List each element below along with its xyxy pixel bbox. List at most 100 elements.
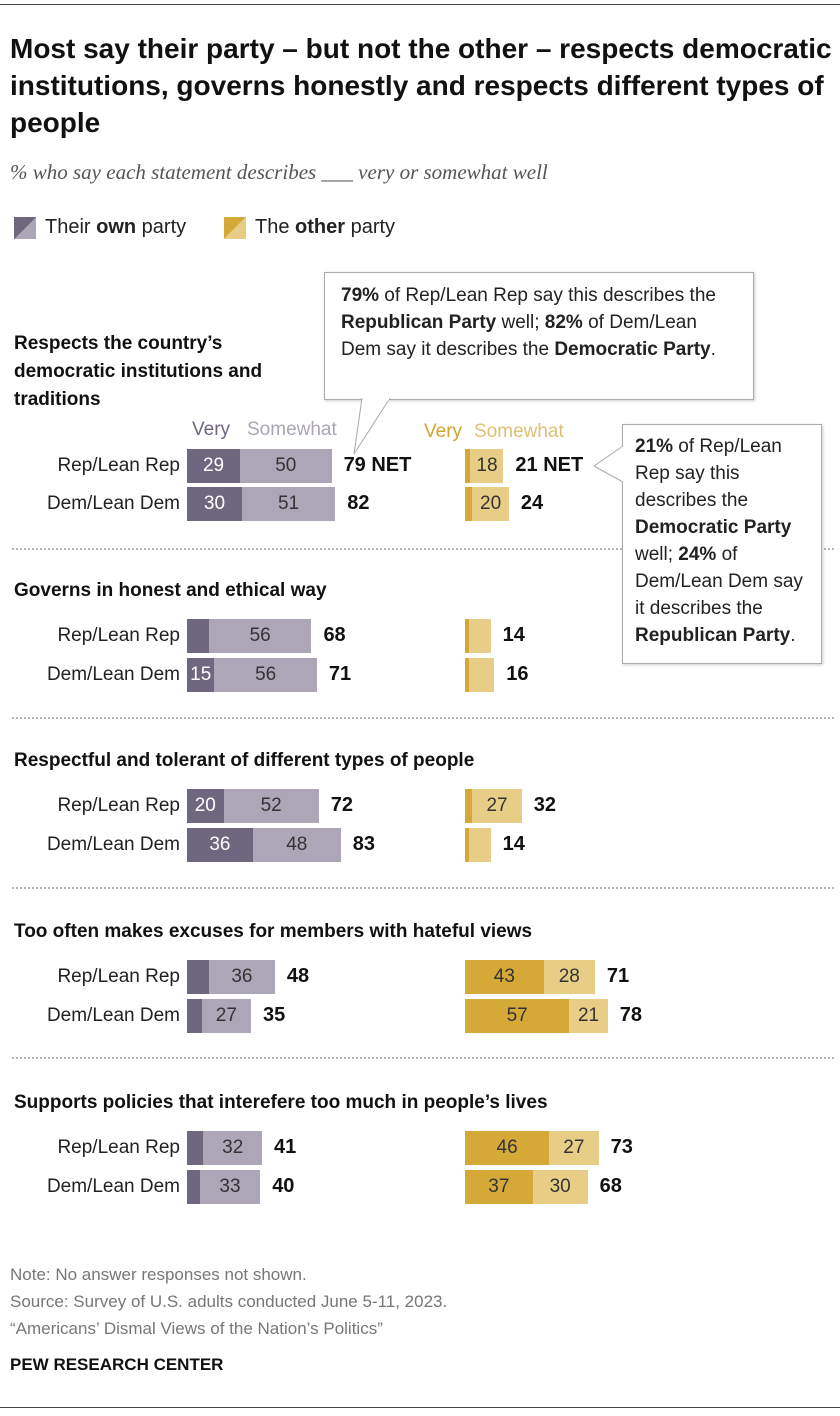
own-very-bar (187, 619, 209, 653)
row-label-dem: Dem/Lean Dem (46, 1005, 180, 1026)
other-net-label: 16 (506, 663, 529, 685)
other-somewhat-bar (468, 828, 491, 862)
own-somewhat-bar: 48 (252, 828, 341, 862)
callout-own-party: 79% of Rep/Lean Rep say this describes t… (324, 272, 754, 400)
own-very-bar: 29 (187, 449, 241, 483)
header-own-somewhat: Somewhat (247, 419, 337, 440)
own-net-label: 82 (347, 492, 370, 514)
own-somewhat-bar: 33 (199, 1170, 261, 1204)
category-label-interfere-policies: Supports policies that interefere too mu… (14, 1092, 548, 1113)
other-somewhat-bar: 21 (569, 999, 608, 1033)
legend-own-label: Their own party (45, 216, 187, 238)
separator (12, 887, 834, 889)
callout-own-text: 79% of Rep/Lean Rep say this describes t… (341, 285, 716, 360)
own-very-bar (187, 1170, 200, 1204)
other-net-label: 71 (606, 965, 630, 987)
header-other-very: Very (424, 421, 463, 442)
legend-other-swatch (224, 216, 246, 239)
other-somewhat-bar: 18 (470, 449, 504, 483)
own-somewhat-bar: 27 (201, 999, 252, 1033)
bottom-rule (0, 1407, 840, 1408)
other-net-label: 73 (610, 1136, 633, 1158)
own-somewhat-bar: 32 (203, 1131, 263, 1165)
own-net-label: 79 NET (343, 454, 412, 476)
other-net-label: 78 (619, 1004, 642, 1026)
own-very-bar: 36 (187, 828, 253, 862)
other-somewhat-bar (468, 658, 495, 692)
other-very-bar: 37 (465, 1170, 533, 1204)
callout-other-text: 21% of Rep/Lean Rep say this describes t… (635, 436, 803, 646)
report-title-text: “Americans’ Dismal Views of the Nation’s… (10, 1319, 383, 1338)
chart-title: Most say their party – but not the other… (10, 33, 832, 138)
own-very-bar: 20 (187, 789, 224, 823)
other-very-bar: 43 (465, 960, 544, 994)
row-label-rep: Rep/Lean Rep (57, 455, 180, 476)
own-somewhat-bar: 56 (208, 619, 312, 653)
other-net-label: 24 (520, 492, 544, 514)
legend-own-party: Their own party (14, 216, 186, 239)
own-very-bar: 30 (187, 487, 242, 521)
note-text: Note: No answer responses not shown. (10, 1265, 307, 1284)
legend-other-label: The other party (255, 216, 396, 238)
row-label-rep: Rep/Lean Rep (57, 795, 180, 816)
other-very-bar: 46 (465, 1131, 550, 1165)
own-net-label: 72 (330, 794, 353, 816)
other-somewhat-bar: 27 (549, 1131, 599, 1165)
row-label-dem: Dem/Lean Dem (46, 834, 180, 855)
top-rule (0, 4, 840, 5)
other-very-bar (465, 789, 473, 823)
row-label-rep: Rep/Lean Rep (57, 966, 180, 987)
header-own-very: Very (192, 419, 231, 440)
separator (12, 548, 834, 550)
other-somewhat-bar: 27 (472, 789, 522, 823)
other-net-label: 14 (502, 624, 525, 646)
own-very-bar (187, 999, 202, 1033)
other-net-label: 68 (599, 1175, 622, 1197)
own-net-label: 83 (352, 833, 375, 855)
other-net-label: 32 (533, 794, 556, 816)
callout-other-pointer (594, 446, 624, 483)
row-label-dem: Dem/Lean Dem (46, 1176, 180, 1197)
own-somewhat-bar: 51 (241, 487, 336, 521)
row-label-rep: Rep/Lean Rep (57, 625, 180, 646)
own-net-label: 35 (263, 1004, 286, 1026)
other-somewhat-bar: 20 (472, 487, 509, 521)
other-somewhat-bar: 30 (532, 1170, 588, 1204)
other-very-bar: 57 (465, 999, 570, 1033)
separator (12, 1057, 834, 1059)
category-label-honest-ethical: Governs in honest and ethical way (14, 580, 327, 601)
own-very-bar (187, 1131, 204, 1165)
own-net-label: 48 (286, 965, 310, 987)
source-text: Source: Survey of U.S. adults conducted … (10, 1292, 448, 1311)
own-somewhat-bar: 56 (214, 658, 317, 692)
own-net-label: 41 (274, 1136, 297, 1158)
other-very-bar (465, 619, 469, 653)
row-label-dem: Dem/Lean Dem (46, 493, 180, 514)
legend-own-swatch (14, 216, 36, 239)
own-net-label: 68 (323, 624, 346, 646)
other-very-bar (465, 658, 469, 692)
callout-own-pointer (353, 398, 391, 455)
row-label-rep: Rep/Lean Rep (57, 1137, 180, 1158)
own-net-label: 71 (328, 663, 352, 685)
brand-logo-text: PEW RESEARCH CENTER (10, 1355, 224, 1374)
other-net-label: 21 NET (515, 454, 584, 476)
own-somewhat-bar: 52 (223, 789, 319, 823)
own-very-bar: 15 (187, 658, 215, 692)
callout-other-party: 21% of Rep/Lean Rep say this describes t… (622, 424, 822, 664)
other-very-bar (465, 449, 471, 483)
category-label-hateful-views: Too often makes excuses for members with… (14, 921, 533, 942)
other-very-bar (465, 487, 473, 521)
own-net-label: 40 (272, 1175, 295, 1197)
other-very-bar (465, 828, 469, 862)
row-label-dem: Dem/Lean Dem (46, 664, 180, 685)
other-somewhat-bar: 28 (543, 960, 595, 994)
header-other-somewhat: Somewhat (474, 421, 564, 442)
chart-subtitle: % who say each statement describes ___ v… (10, 160, 548, 184)
own-somewhat-bar: 36 (208, 960, 275, 994)
other-somewhat-bar (468, 619, 491, 653)
category-label-democratic-institutions: Respects the country’s democratic instit… (14, 333, 263, 410)
other-net-label: 14 (502, 833, 525, 855)
category-label-respectful-tolerant: Respectful and tolerant of different typ… (14, 750, 475, 771)
separator (12, 717, 834, 719)
